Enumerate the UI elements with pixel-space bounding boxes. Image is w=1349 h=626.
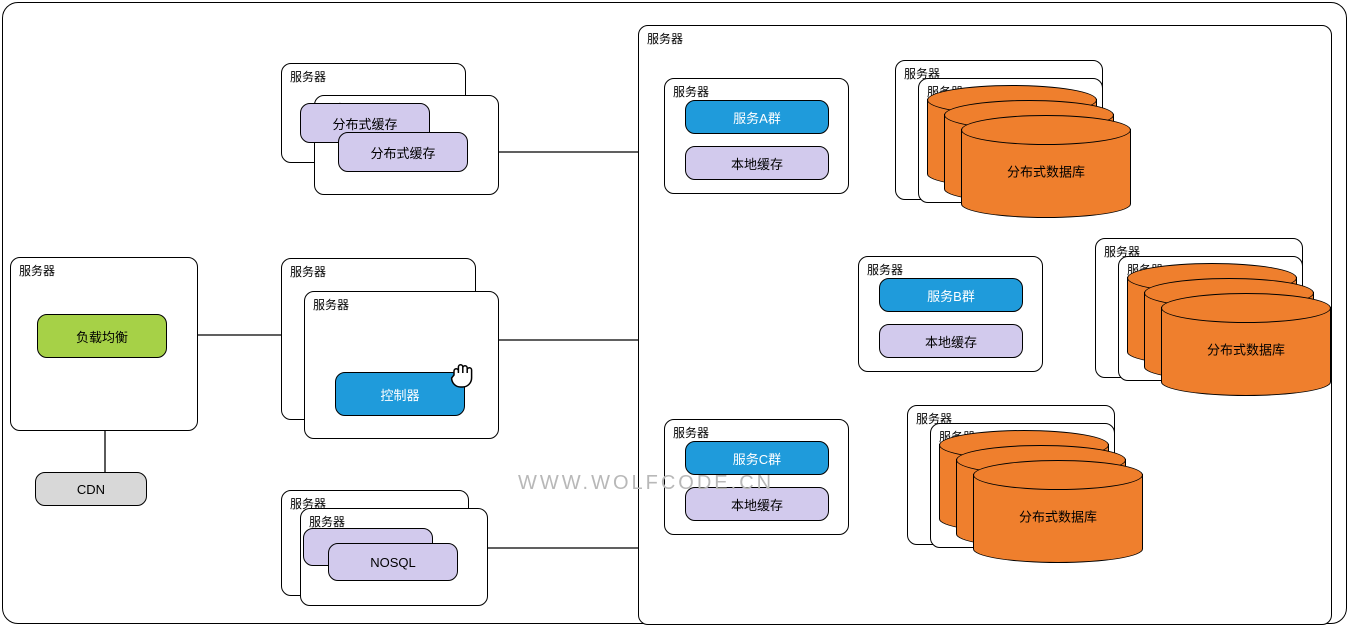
db-dbA3: 分布式数据库 (961, 115, 1131, 217)
group-label: 服务器 (647, 30, 683, 47)
watermark-text: WWW.WOLFCODE.CN (518, 472, 774, 495)
node-svcB: 服务B群 (879, 278, 1023, 312)
node-svcA: 服务A群 (685, 100, 829, 134)
db-dbC3: 分布式数据库 (973, 460, 1143, 562)
node-dcache_f: 分布式缓存 (338, 132, 468, 172)
db-label: 分布式数据库 (973, 507, 1143, 526)
grab-cursor-icon (448, 357, 484, 393)
node-cdn: CDN (35, 472, 147, 506)
group-label: 服务器 (867, 261, 903, 278)
group-label: 服务器 (19, 262, 55, 279)
node-ctrl: 控制器 (335, 372, 465, 416)
node-lb: 负载均衡 (37, 314, 167, 358)
node-lcacheB: 本地缓存 (879, 324, 1023, 358)
group-label: 服务器 (313, 296, 349, 313)
db-label: 分布式数据库 (961, 162, 1131, 181)
group-label: 服务器 (290, 68, 326, 85)
db-label: 分布式数据库 (1161, 340, 1331, 359)
group-label: 服务器 (290, 263, 326, 280)
db-dbB3: 分布式数据库 (1161, 293, 1331, 395)
node-lcacheA: 本地缓存 (685, 146, 829, 180)
node-nosql_f: NOSQL (328, 543, 458, 581)
node-svcC: 服务C群 (685, 441, 829, 475)
group-label: 服务器 (673, 83, 709, 100)
group-label: 服务器 (673, 424, 709, 441)
